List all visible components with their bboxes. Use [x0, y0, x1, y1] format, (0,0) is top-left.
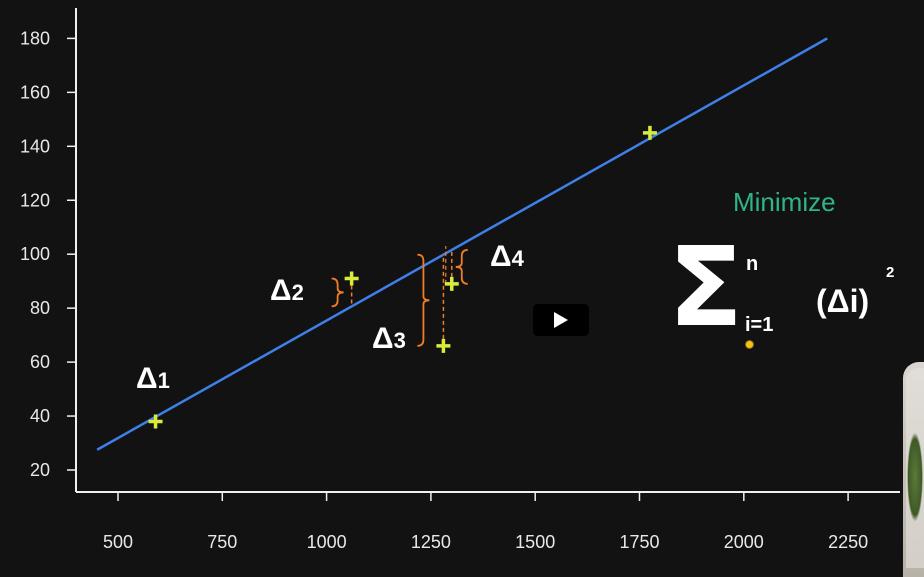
plant-image: [907, 432, 923, 522]
residual-4-brace: [455, 249, 468, 285]
delta-label-4: Δ4: [490, 240, 525, 273]
data-point-3: [436, 338, 451, 353]
x-tick-label: 1500: [515, 532, 555, 552]
y-tick-label: 160: [20, 82, 50, 102]
y-tick-label: 60: [30, 352, 50, 372]
x-tick-label: 750: [207, 532, 237, 552]
delta-label-2: Δ2: [270, 274, 304, 307]
play-icon: [554, 312, 568, 328]
formula-title: Minimize: [733, 187, 836, 217]
x-tick-label: 1750: [619, 532, 659, 552]
delta-label-3: Δ3: [372, 322, 406, 355]
sum-upper-limit: n: [746, 253, 759, 275]
cursor-dot: [745, 340, 754, 349]
y-tick-label: 20: [30, 460, 50, 480]
x-tick-label: 2000: [724, 532, 764, 552]
y-tick-label: 180: [20, 28, 50, 48]
play-button[interactable]: [533, 304, 589, 336]
x-tick-label: 1250: [411, 532, 451, 552]
y-tick-label: 80: [30, 298, 50, 318]
y-tick-label: 40: [30, 406, 50, 426]
data-point-5: [642, 125, 657, 140]
sum-exponent: 2: [886, 264, 895, 281]
y-tick-label: 120: [20, 190, 50, 210]
x-tick-label: 1000: [307, 532, 347, 552]
delta-label-1: Δ1: [136, 362, 170, 395]
data-point-4: [444, 276, 459, 291]
data-point-1: [148, 414, 163, 429]
x-tick-label: 500: [103, 532, 133, 552]
regression-line: [96, 37, 828, 451]
sum-lower-limit: i=1: [745, 314, 774, 336]
x-tick-label: 2250: [828, 532, 868, 552]
residual-2-brace: [331, 277, 344, 308]
data-point-2: [344, 271, 359, 286]
presenter-video-thumbnail[interactable]: [903, 362, 924, 577]
residual-3-brace: [417, 253, 430, 347]
y-tick-label: 140: [20, 136, 50, 156]
sum-term: (Δi): [816, 283, 870, 319]
y-tick-label: 100: [20, 244, 50, 264]
sigma-symbol: Σ: [668, 223, 744, 351]
